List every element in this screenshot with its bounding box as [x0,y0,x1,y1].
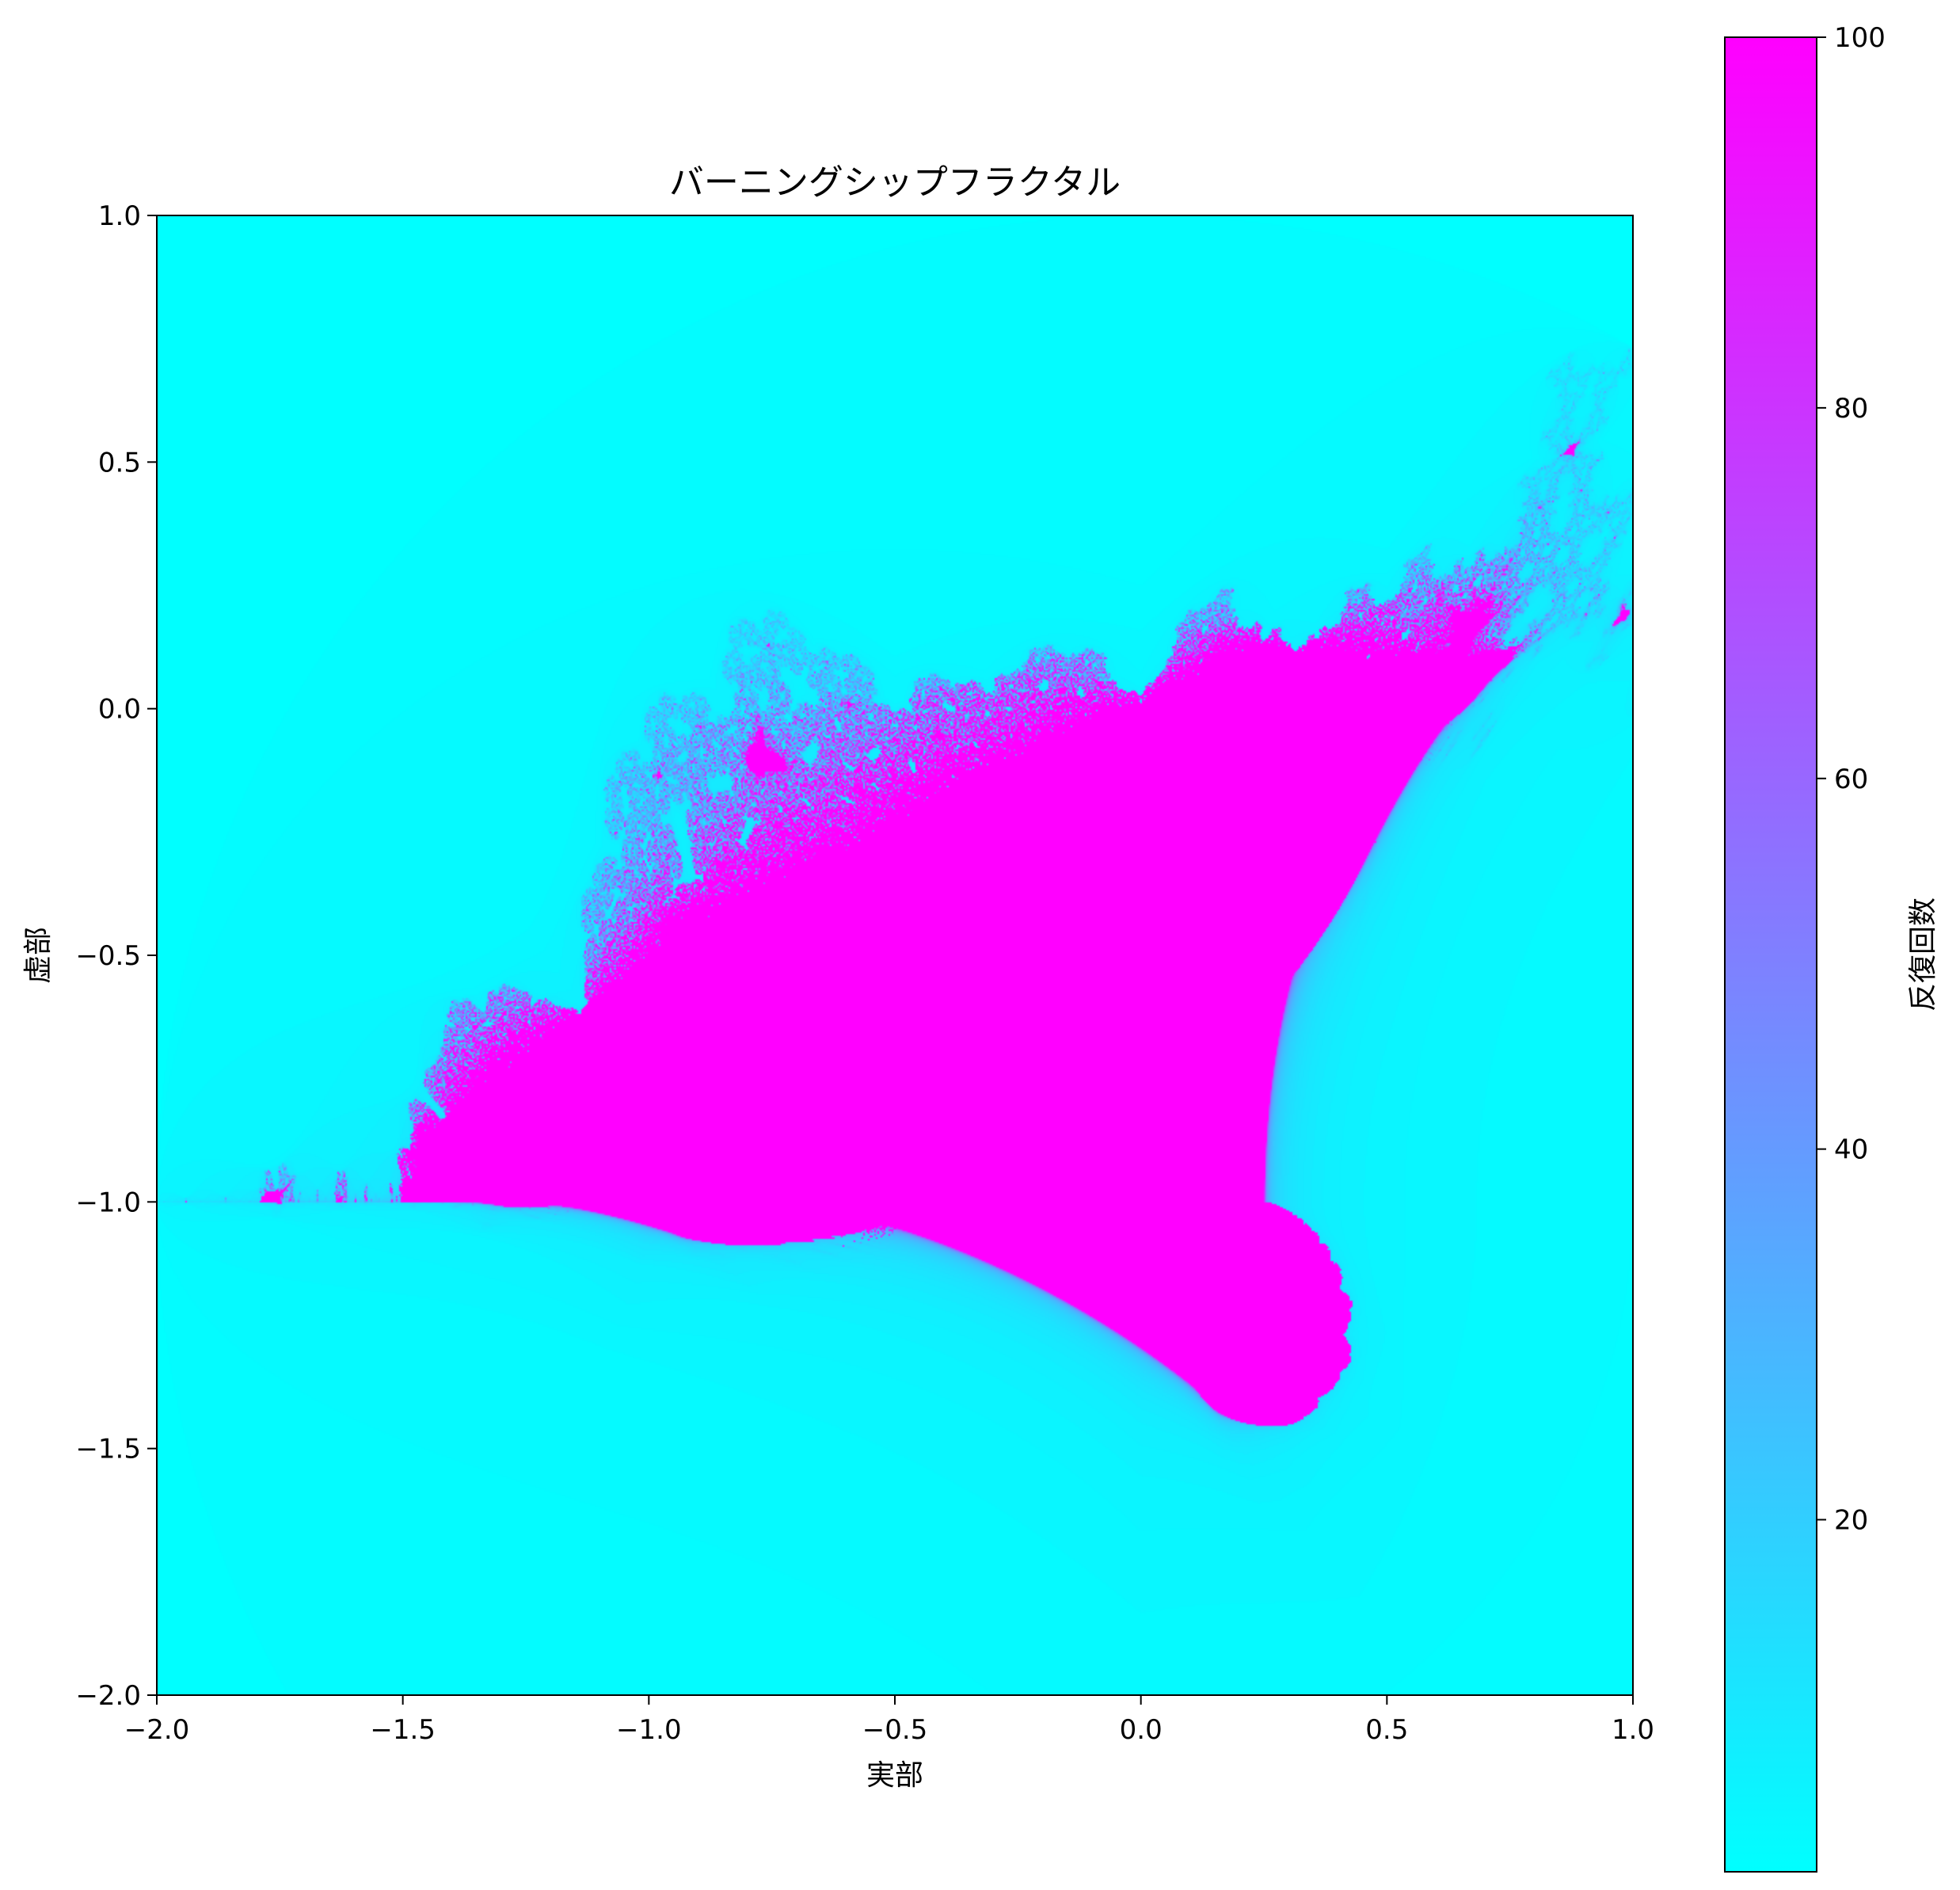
y-tick-label: 0.0 [98,694,141,726]
y-axis: −2.0 −1.5 −1.0 −0.5 0.0 0.5 1.0 [75,200,157,1712]
y-tick-label: −1.0 [75,1187,141,1218]
colorbar-frame [1724,36,1817,1873]
y-axis-title: 虚部 [22,927,55,984]
x-tick-label: 0.0 [1120,1714,1163,1746]
plot-area [156,215,1634,1696]
fractal-heatmap [157,215,1633,1695]
x-tick-label: −1.5 [370,1714,436,1746]
colorbar-tick-label: 100 [1834,22,1886,54]
x-tick-label: 0.5 [1365,1714,1408,1746]
colorbar-title: 反復回数 [1907,897,1939,1012]
y-tick-label: −2.0 [75,1680,141,1712]
chart-title: バーニングシップフラクタル [669,162,1121,203]
colorbar-ticks: 20 40 60 80 100 [1817,22,1886,1537]
x-tick-label: 1.0 [1612,1714,1654,1746]
colorbar-tick-label: 20 [1834,1505,1868,1537]
y-tick-label: −0.5 [75,940,141,972]
x-tick-label: −0.5 [862,1714,928,1746]
colorbar: 20 40 60 80 100 反復回数 [1724,22,1939,1873]
x-axis: −2.0 −1.5 −1.0 −0.5 0.0 0.5 1.0 [124,1695,1654,1746]
x-tick-label: −1.0 [616,1714,682,1746]
colorbar-tick-label: 60 [1834,764,1868,795]
colorbar-gradient [1725,37,1817,1872]
x-tick-label: −2.0 [124,1714,190,1746]
y-tick-label: 0.5 [98,447,141,478]
colorbar-tick-label: 40 [1834,1134,1868,1166]
x-axis-title: 実部 [866,1759,923,1792]
colorbar-tick-label: 80 [1834,393,1868,425]
y-tick-label: −1.5 [75,1434,141,1465]
y-tick-label: 1.0 [98,200,141,232]
